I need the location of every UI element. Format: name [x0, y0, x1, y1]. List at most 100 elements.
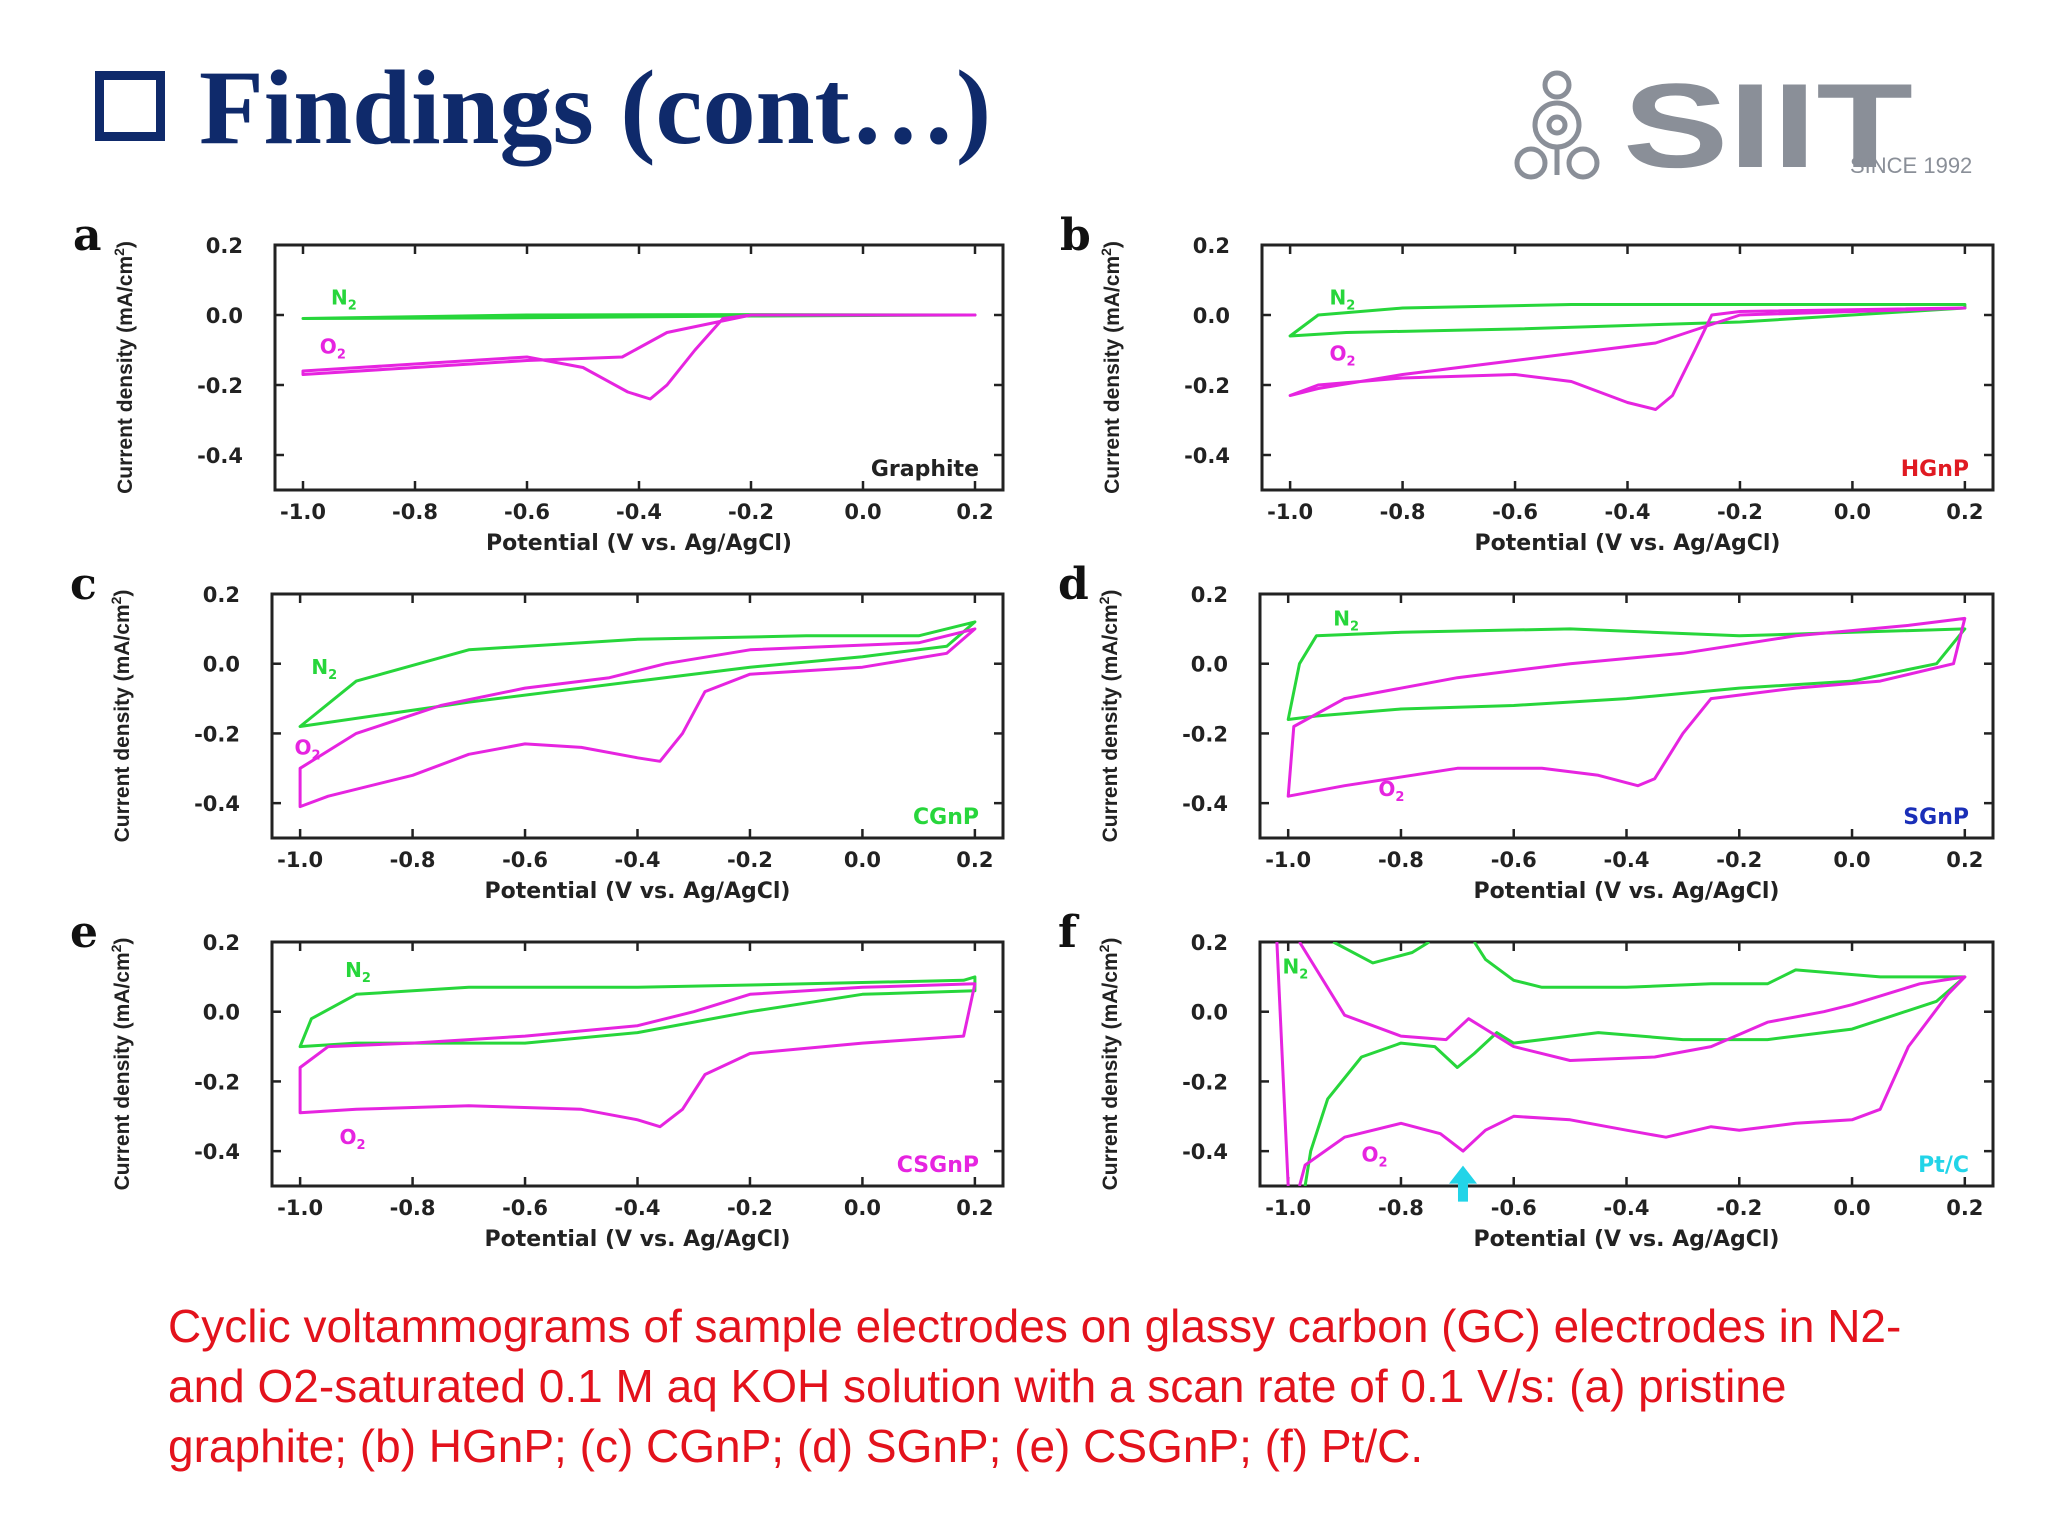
y-tick-label: -0.2: [1182, 722, 1228, 746]
x-tick-label: -0.2: [727, 1196, 773, 1220]
sample-label: HGnP: [1901, 457, 1969, 482]
x-tick-label: -0.6: [1491, 1196, 1537, 1220]
x-tick-label: -1.0: [277, 848, 323, 872]
x-tick-label: -0.2: [1716, 848, 1762, 872]
y-tick-label: -0.4: [1182, 792, 1228, 816]
logo-emblem-icon: [1514, 70, 1600, 180]
checkbox-bullet-icon: [95, 71, 165, 141]
series-n2-line: [298, 975, 977, 1049]
x-tick-label: -0.6: [1492, 500, 1538, 524]
plot-frame: [273, 243, 1005, 492]
x-tick-label: -0.2: [727, 848, 773, 872]
y-tick-label: -0.4: [197, 444, 243, 468]
x-tick-label: -1.0: [1265, 848, 1311, 872]
y-tick-label: 0.2: [1193, 234, 1230, 258]
y-tick-label: -0.4: [1182, 1140, 1228, 1164]
x-tick-label: -0.8: [392, 500, 438, 524]
slide-title-text: Findings (cont…): [199, 49, 992, 166]
x-tick-label: 0.0: [844, 848, 881, 872]
siit-logo: SIIT SINCE 1992: [1495, 55, 1995, 193]
n2-label: N2: [1333, 606, 1359, 634]
x-axis-label: Potential (V vs. Ag/AgCl): [1474, 1227, 1780, 1252]
o2-label: O2: [294, 735, 320, 763]
panel-label-e: e: [70, 907, 98, 958]
sample-label: CSGnP: [897, 1153, 979, 1178]
sample-label: Graphite: [871, 457, 979, 482]
x-tick-label: -1.0: [277, 1196, 323, 1220]
panel-label-b: b: [1060, 210, 1091, 261]
x-axis-label: Potential (V vs. Ag/AgCl): [485, 879, 791, 904]
y-tick-label: 0.2: [1191, 583, 1228, 607]
y-axis-label: Current density (mA/cm2): [1096, 590, 1122, 843]
y-tick-label: 0.0: [1193, 304, 1230, 328]
y-tick-label: 0.2: [203, 931, 240, 955]
x-axis-label: Potential (V vs. Ag/AgCl): [485, 1227, 791, 1252]
x-tick-label: -0.2: [1716, 1196, 1762, 1220]
panel-label-a: a: [73, 210, 102, 261]
o2-label: O2: [1361, 1143, 1387, 1171]
y-tick-label: -0.4: [1184, 444, 1230, 468]
y-tick-label: -0.4: [194, 792, 240, 816]
y-axis-label: Current density (mA/cm2): [1098, 241, 1124, 494]
o2-label: O2: [1378, 777, 1404, 805]
x-tick-label: -0.4: [1604, 1196, 1650, 1220]
sample-label: CGnP: [913, 805, 979, 830]
n2-label: N2: [345, 958, 371, 986]
x-tick-label: 0.2: [956, 500, 993, 524]
sample-label: SGnP: [1903, 805, 1969, 830]
series-o2-b-line: [1275, 942, 1290, 1186]
logo-wordmark: SIIT: [1623, 59, 1913, 185]
x-tick-label: -0.8: [1380, 500, 1426, 524]
x-tick-label: -0.2: [1717, 500, 1763, 524]
n2-label: N2: [331, 286, 357, 314]
y-tick-label: 0.0: [203, 1001, 240, 1025]
x-tick-label: -0.2: [728, 500, 774, 524]
y-tick-label: -0.2: [1184, 374, 1230, 398]
figure-caption: Cyclic voltammograms of sample electrode…: [168, 1300, 1902, 1472]
x-tick-label: -0.4: [1604, 848, 1650, 872]
x-tick-label: -0.6: [1491, 848, 1537, 872]
n2-label: N2: [311, 655, 337, 683]
chart-panel-a: a 0.2 0.0 -0.2 -0.4 -1.0 -0.8 -0.6 -0.4 -0.2 0.0 0.…: [73, 210, 1005, 556]
x-tick-label: -0.8: [1378, 1196, 1424, 1220]
y-tick-label: 0.0: [206, 304, 243, 328]
series-n2-line: [1288, 303, 1967, 338]
y-axis-label: Current density (mA/cm2): [108, 938, 134, 1191]
chart-panel-d: d 0.2 0.0 -0.2 -0.4 -1.0 -0.8 -0.6 -0.4 -0.2 0.0 0.…: [1058, 559, 1995, 904]
peak-arrow-icon: [1448, 1165, 1477, 1202]
series-o2-line: [1298, 942, 1967, 1186]
series-o2-line: [1286, 616, 1967, 798]
x-tick-label: -0.8: [390, 1196, 436, 1220]
y-tick-label: 0.0: [203, 653, 240, 677]
x-tick-label: -1.0: [280, 500, 326, 524]
x-tick-label: -0.8: [1378, 848, 1424, 872]
series-n2-line: [1286, 627, 1967, 721]
plot-frame: [270, 940, 1005, 1188]
n2-label: N2: [1283, 954, 1309, 982]
chart-panel-f: f 0.2 0.0 -0.2 -0.4 -1.0 -0.8 -0.6 -0.4 -0.2 0.0 0.…: [1058, 907, 1995, 1252]
sample-label: Pt/C: [1918, 1153, 1969, 1178]
x-tick-label: 0.0: [1834, 500, 1871, 524]
o2-label: O2: [1329, 342, 1355, 370]
y-tick-label: 0.2: [203, 583, 240, 607]
chart-panel-b: b 0.2 0.0 -0.2 -0.4 -1.0 -0.8 -0.6 -0.4 -0.2 0.0 0.…: [1060, 210, 1995, 556]
series-o2-line: [301, 313, 977, 401]
y-tick-label: 0.0: [1191, 1001, 1228, 1025]
slide-title: Findings (cont…): [95, 55, 991, 161]
x-axis-label: Potential (V vs. Ag/AgCl): [1475, 531, 1781, 556]
y-tick-label: 0.0: [1191, 653, 1228, 677]
x-tick-label: 0.2: [956, 848, 993, 872]
panel-label-d: d: [1058, 559, 1089, 610]
x-tick-label: -1.0: [1267, 500, 1313, 524]
series-o2-line: [298, 627, 977, 809]
y-tick-label: -0.2: [194, 722, 240, 746]
o2-label: O2: [320, 335, 346, 363]
x-axis-label: Potential (V vs. Ag/AgCl): [486, 531, 792, 556]
x-tick-label: 0.2: [1946, 500, 1983, 524]
x-tick-label: 0.2: [956, 1196, 993, 1220]
x-tick-label: -1.0: [1265, 1196, 1311, 1220]
x-tick-label: 0.2: [1946, 1196, 1983, 1220]
series-n2-b-line: [1332, 942, 1430, 965]
y-tick-label: -0.4: [194, 1140, 240, 1164]
